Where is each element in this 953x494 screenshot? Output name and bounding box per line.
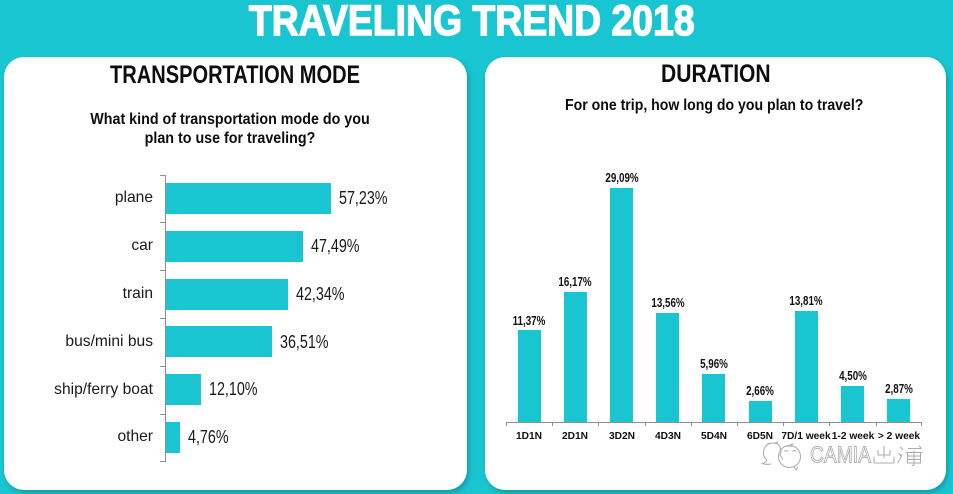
svg-text:CAMIA: CAMIA [810, 443, 872, 468]
